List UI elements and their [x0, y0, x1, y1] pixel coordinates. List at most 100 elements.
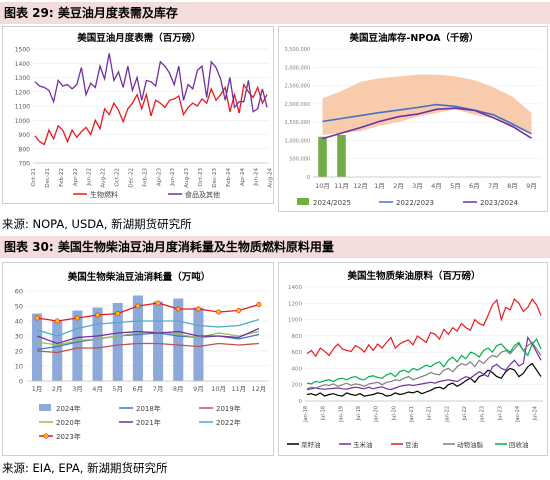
chart2-xtick-9: 7月	[488, 182, 499, 190]
chart3-series-line-1	[37, 342, 259, 354]
chart3-ytick-3: 30	[15, 333, 23, 341]
chart4-series-line-0	[306, 362, 542, 397]
chart3-series-marker-5-4	[115, 310, 121, 316]
chart3-xtick-5: 6月	[133, 385, 144, 393]
chart3-xtick-7: 8月	[173, 385, 184, 393]
chart2-ytick-0: 0	[307, 175, 310, 181]
chart3-series-marker-5-0	[34, 315, 40, 321]
chart3-ytick-4: 40	[15, 318, 23, 326]
chart3-xtick-0: 1月	[32, 385, 43, 393]
chart1-ytick-7: 1400	[15, 61, 30, 68]
chart3-ytick-1: 10	[15, 363, 23, 371]
chart2-ytick-4: 2,000,000	[285, 102, 310, 108]
chart2-legend-label-1: 2023/2024	[480, 199, 519, 207]
chart4-legend-label-0: 菜籽油	[301, 440, 321, 449]
chart3-xtick-10: 11月	[231, 385, 246, 393]
chart4-series-line-2	[306, 298, 542, 358]
chart3-legend-label-2: 2019年	[216, 404, 241, 413]
chart3-series-line-0	[37, 332, 260, 351]
chart2-series-line-1	[322, 107, 532, 140]
chart1-ytick-6: 1300	[15, 75, 30, 82]
chart1-xtick-9: Apr-23	[156, 168, 162, 187]
chart3-legend-swatch-0	[39, 404, 51, 411]
chart1-xtick-6: Oct-22	[115, 168, 121, 187]
chart3-svg: 美国生物柴油豆油消耗量（万吨） 0 10 20 30 40 50 60 1月 2月 3月 4月 5月 6月…	[15, 271, 269, 441]
chart3-ytick-2: 20	[15, 348, 23, 356]
figure-29-source: 来源: NOPA, USDA, 新湖期货研究所	[2, 217, 192, 231]
chart1-xtick-8: Feb-23	[142, 168, 148, 187]
chart4-legend-label-2: 豆油	[405, 440, 418, 449]
chart3-xtick-3: 4月	[92, 385, 103, 393]
chart2-legend-swatch-bars	[297, 198, 309, 205]
chart1-ytick-3: 1000	[15, 118, 30, 125]
chart4-xtick-11: Jul-23	[497, 406, 503, 421]
chart2-xtick-0: 10月	[315, 182, 330, 190]
chart-us-soyoil-stocks: 美国豆油库存-NPOA（千磅） 0 500,000 1,000,000 1,500,00…	[278, 26, 548, 212]
chart2-xtick-6: 4月	[431, 182, 442, 190]
chart3-series-marker-5-3	[95, 312, 101, 318]
chart4-ytick-1: 200	[292, 383, 303, 389]
chart3-series-line-5	[37, 302, 260, 322]
chart2-xtick-11: 9月	[526, 182, 537, 190]
figure-30-title: 美国生物柴油豆油月度消耗量及生物质燃料原料用量	[57, 240, 334, 254]
chart2-legend-label-0: 2022/2023	[396, 199, 434, 207]
chart3-series-line-3	[36, 327, 260, 345]
chart4-series-line-1	[306, 335, 542, 391]
chart4-ytick-5: 1000	[288, 318, 302, 324]
chart4-xtick-9: Jul-22	[462, 406, 468, 421]
chart1-xtick-16: Jun-24	[254, 168, 260, 187]
chart3-xtick-8: 9月	[193, 385, 204, 393]
chart3-series-marker-5-2	[74, 315, 80, 321]
chart1-ytick-5: 1200	[15, 89, 30, 96]
chart1-xtick-11: Aug-23	[184, 168, 190, 188]
chart1-ytick-0: 700	[19, 161, 31, 168]
chart3-legend-label-3: 2020年	[56, 418, 81, 427]
chart4-xtick-6: Jan-21	[409, 406, 415, 423]
chart2-svg: 美国豆油库存-NPOA（千磅） 0 500,000 1,000,000 1,500,00…	[285, 32, 541, 207]
chart3-series-marker-5-11	[256, 301, 262, 307]
chart1-xtick-7: Dec-22	[128, 168, 134, 188]
chart4-xtick-2: Jan-19	[338, 406, 344, 423]
chart4-xtick-8: Jan-22	[444, 406, 450, 423]
chart3-title: 美国生物柴油豆油消耗量（万吨）	[67, 271, 211, 283]
chart3-bar-1	[52, 321, 63, 381]
chart3-series-marker-5-9	[216, 309, 222, 315]
chart3-bar-3	[92, 307, 103, 381]
chart3-bar-6	[153, 301, 164, 381]
chart1-ytick-1: 800	[19, 146, 31, 153]
chart3-ytick-5: 50	[15, 303, 23, 311]
chart1-xtick-0: Oct-21	[31, 168, 37, 187]
chart3-ytick-6: 60	[15, 288, 23, 296]
chart3-series-marker-5-5	[135, 303, 141, 309]
chart2-ytick-1: 500,000	[289, 157, 310, 163]
chart1-ytick-4: 1100	[15, 104, 30, 111]
chart4-xtick-13: Jul-24	[533, 406, 539, 421]
chart3-bar-7	[173, 298, 184, 381]
chart1-xtick-4: Jun-22	[87, 168, 93, 187]
chart1-xtick-17: Aug-24	[268, 168, 274, 188]
chart2-range-band	[322, 74, 532, 135]
chart4-series-line-3	[306, 341, 542, 390]
chart3-bar-8	[193, 307, 204, 381]
chart4-title: 美国生物质柴油原料（百万磅）	[346, 270, 480, 282]
chart3-legend-label-4: 2021年	[136, 418, 161, 427]
chart1-xtick-12: Oct-23	[198, 168, 204, 187]
chart2-xtick-2: 12月	[353, 182, 368, 190]
chart2-ytick-6: 3,000,000	[285, 65, 310, 71]
chart-us-biomass-diesel-feedstock: 美国生物质柴油原料（百万磅） 0 200 400 600 800 1000 1200 1400 J…	[278, 262, 548, 456]
chart4-xtick-0: Jan-18	[303, 406, 309, 423]
chart2-ytick-7: 3,500,000	[285, 47, 310, 53]
chart4-ytick-4: 800	[292, 334, 303, 340]
chart3-bar-0	[32, 313, 43, 381]
chart1-ytick-2: 900	[19, 132, 31, 139]
chart3-xtick-4: 5月	[112, 385, 123, 393]
chart1-title: 美国豆油月度表需（百万磅）	[76, 32, 201, 44]
chart2-ytick-2: 1,000,000	[285, 138, 310, 144]
chart4-series-line-4	[306, 338, 542, 385]
chart1-xtick-5: Aug-22	[101, 168, 107, 188]
chart2-xtick-3: 1月	[374, 182, 385, 190]
chart1-xtick-10: Jun-23	[170, 168, 176, 187]
chart3-xtick-6: 7月	[153, 385, 164, 393]
chart4-legend-label-3: 动物油脂	[457, 440, 484, 449]
chart4-xtick-3: Jul-19	[356, 406, 362, 421]
